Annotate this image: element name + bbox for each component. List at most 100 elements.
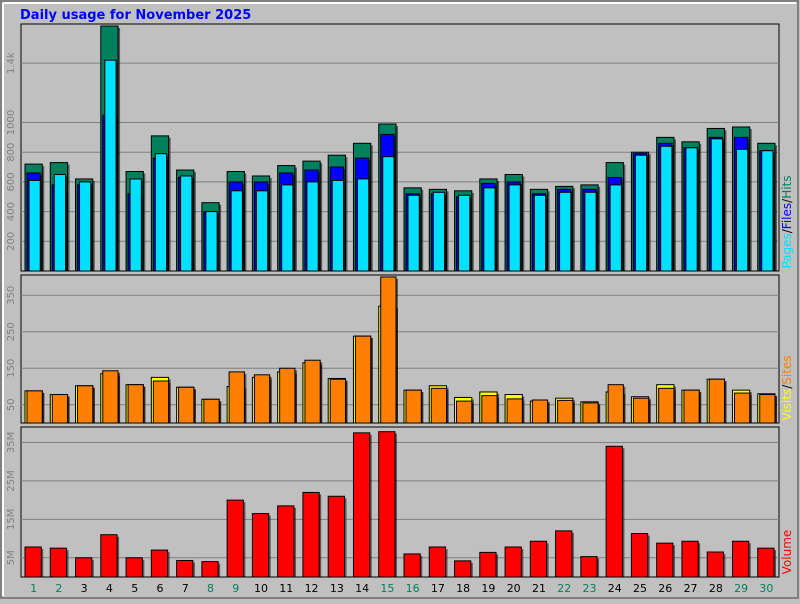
y-tick-label: 15M — [6, 509, 17, 530]
bar-volume — [428, 546, 447, 578]
bar-sites — [557, 399, 574, 424]
bar-sites — [733, 392, 751, 424]
panel-background — [20, 426, 780, 578]
panel1-legend-label-part: Files — [780, 203, 794, 229]
y-tick-label: 35M — [6, 432, 17, 453]
bar-volume — [454, 560, 472, 578]
bar-pages — [761, 150, 774, 272]
x-tick-label: 26 — [658, 582, 672, 595]
bar-sites — [178, 386, 195, 424]
bar-pages — [205, 211, 218, 272]
bar-pages — [382, 156, 395, 272]
x-tick-label: 13 — [330, 582, 344, 595]
bar-pages — [559, 191, 572, 272]
x-tick-label: 22 — [557, 582, 571, 595]
x-tick-label: 28 — [709, 582, 723, 595]
bar-volume — [125, 557, 143, 578]
y-tick-label: 800 — [6, 143, 17, 162]
bar-sites — [279, 367, 296, 424]
bar-volume — [555, 530, 573, 578]
bar-sites — [683, 389, 700, 424]
bar-volume — [504, 546, 522, 578]
bar-sites — [304, 359, 321, 424]
x-tick-label: 27 — [684, 582, 698, 595]
bar-volume — [201, 561, 219, 578]
bar-sites — [456, 400, 473, 424]
y-tick-label: 600 — [6, 172, 17, 191]
bar-pages — [735, 148, 749, 272]
panel1-legend-label-part: / — [780, 228, 794, 233]
panel1-legend-label-part: Pages — [780, 233, 794, 268]
panel1-legend-label-part: / — [780, 198, 794, 203]
bar-volume — [706, 551, 724, 578]
bar-pages — [331, 179, 344, 272]
bar-pages — [104, 59, 117, 272]
bar-pages — [432, 191, 446, 272]
bar-sites — [531, 399, 549, 424]
panel1-legend-label-part: Hits — [780, 175, 794, 198]
bar-sites — [203, 398, 220, 424]
panel2-legend-label-part: Visits — [780, 389, 794, 421]
x-tick-label: 23 — [583, 582, 597, 595]
x-tick-label: 18 — [456, 582, 470, 595]
bar-sites — [253, 374, 271, 424]
bar-pages — [129, 178, 142, 272]
bar-sites — [51, 394, 69, 424]
bar-volume — [681, 540, 699, 578]
x-tick-label: 30 — [759, 582, 773, 595]
bar-sites — [380, 276, 397, 424]
bar-pages — [79, 181, 92, 272]
x-tick-label: 14 — [355, 582, 369, 595]
bar-pages — [710, 138, 723, 272]
panel-background — [20, 23, 780, 272]
bar-volume — [378, 431, 396, 578]
bar-sites — [506, 398, 523, 424]
bar-pages — [458, 194, 471, 272]
y-tick-label: 5M — [6, 550, 17, 565]
bar-sites — [405, 389, 422, 424]
bar-volume — [75, 557, 93, 578]
panel2-legend-label-part: Sites — [780, 355, 794, 384]
bar-pages — [407, 194, 420, 272]
y-tick-label: 50 — [6, 398, 17, 411]
panel-volume: 5M 15M 25M 35M — [6, 426, 780, 578]
bar-volume — [24, 546, 42, 578]
x-tick-label: 20 — [507, 582, 521, 595]
bar-volume — [226, 499, 244, 578]
bar-pages — [685, 147, 698, 272]
x-tick-label: 15 — [380, 582, 394, 595]
bar-volume — [479, 551, 497, 578]
y-tick-label: 1000 — [6, 110, 17, 135]
y-tick-label: 150 — [6, 359, 17, 378]
x-tick-label: 3 — [81, 582, 88, 595]
bar-pages — [154, 153, 168, 272]
y-tick-label: 350 — [6, 286, 17, 305]
bar-pages — [180, 175, 193, 272]
bar-pages — [356, 178, 370, 272]
y-tick-label: 400 — [6, 202, 17, 221]
bar-sites — [152, 380, 170, 424]
panel2-legend-label: Visits/Sites — [780, 355, 794, 420]
panel3-legend-label: Volume — [780, 530, 794, 575]
bar-sites — [708, 378, 725, 424]
x-tick-label: 10 — [254, 582, 268, 595]
x-tick-label: 5 — [131, 582, 138, 595]
x-tick-label: 21 — [532, 582, 546, 595]
bar-volume — [656, 542, 674, 578]
y-tick-label: 25M — [6, 470, 17, 491]
x-tick-label: 2 — [55, 582, 62, 595]
bar-pages — [508, 184, 521, 272]
bar-pages — [230, 190, 243, 272]
panel1-legend-label: Pages/Files/Hits — [780, 175, 794, 268]
x-tick-label: 6 — [156, 582, 163, 595]
bar-pages — [660, 145, 673, 272]
x-tick-label: 7 — [182, 582, 189, 595]
chart-panels: 200 400 600 800 1000 1.4k 50 150 250 350 5M 15M 25M 3… — [6, 23, 780, 578]
bar-volume — [150, 549, 169, 578]
bar-pages — [609, 184, 622, 272]
bar-pages — [584, 191, 597, 272]
bar-volume — [100, 534, 118, 578]
x-tick-label: 12 — [305, 582, 319, 595]
bar-sites — [582, 402, 599, 424]
